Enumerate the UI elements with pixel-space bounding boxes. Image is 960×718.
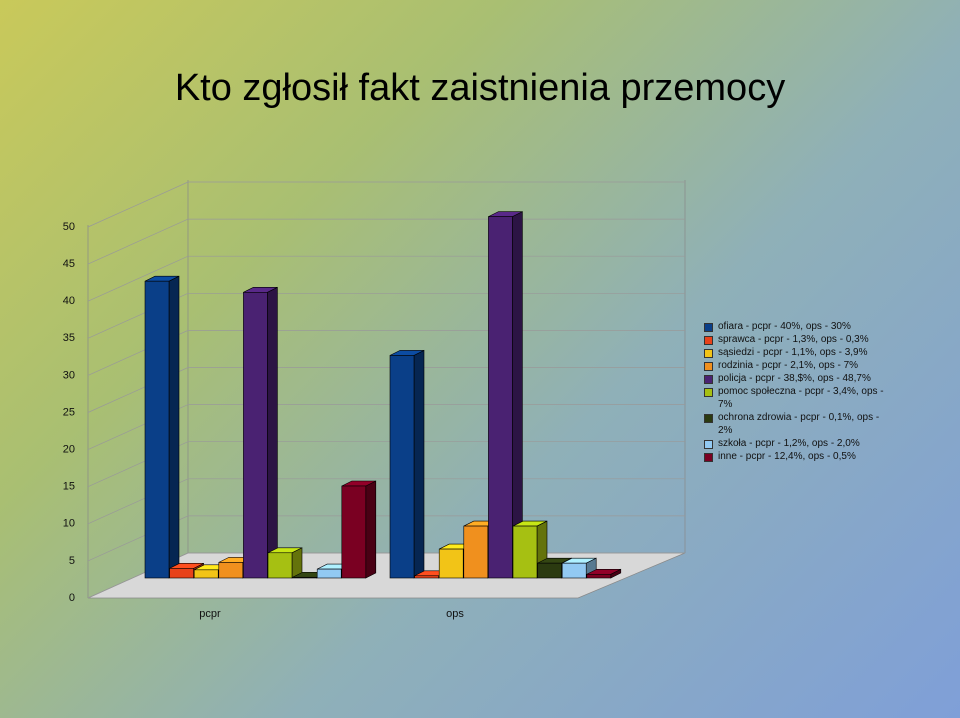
legend-item: ofiara - pcpr - 40%, ops - 30%: [704, 320, 894, 333]
legend-swatch: [704, 453, 713, 462]
y-tick-label: 25: [63, 406, 75, 418]
x-tick-label: ops: [446, 608, 464, 620]
legend: ofiara - pcpr - 40%, ops - 30% sprawca - …: [704, 320, 894, 463]
y-tick-label: 0: [69, 592, 75, 604]
y-tick-label: 50: [63, 221, 75, 233]
legend-item: szkoła - pcpr - 1,2%, ops - 2,0%: [704, 437, 894, 450]
bar: [316, 568, 342, 579]
y-tick-label: 30: [63, 369, 75, 381]
legend-label: sąsiedzi - pcpr - 1,1%, ops - 3,9%: [718, 347, 868, 358]
y-tick-label: 40: [63, 295, 75, 307]
bar: [561, 562, 587, 579]
y-tick-label: 35: [63, 332, 75, 344]
legend-swatch: [704, 375, 713, 384]
y-tick-label: 10: [63, 518, 75, 530]
legend-swatch: [704, 323, 713, 332]
legend-label: sprawca - pcpr - 1,3%, ops - 0,3%: [718, 334, 869, 345]
bar: [218, 562, 244, 579]
bar-side: [168, 275, 180, 579]
chart-title: Kto zgłosił fakt zaistnienia przemocy: [175, 67, 785, 109]
legend-label: ofiara - pcpr - 40%, ops - 30%: [718, 321, 851, 332]
legend-label: rodzinia - pcpr - 2,1%, ops - 7%: [718, 360, 859, 371]
legend-item: policja - pcpr - 38,$%, ops - 48,7%: [704, 372, 894, 385]
bar: [512, 525, 538, 579]
bar: [144, 280, 170, 579]
bar: [193, 569, 219, 579]
bar: [389, 355, 415, 579]
legend-item: inne - pcpr - 12,4%, ops - 0,5%: [704, 450, 894, 463]
y-tick-label: 20: [63, 444, 75, 456]
bar: [169, 568, 194, 579]
bar: [586, 573, 612, 579]
bar: [438, 548, 464, 579]
legend-swatch: [704, 362, 713, 371]
grid-line: [87, 181, 685, 228]
legend-swatch: [704, 388, 713, 397]
legend-label: szkoła - pcpr - 1,2%, ops - 2,0%: [718, 438, 860, 449]
bar: [267, 552, 293, 579]
legend-label: pomoc społeczna - pcpr - 3,4%, ops - 7%: [718, 386, 884, 410]
x-tick-label: pcpr: [199, 608, 221, 620]
y-tick-label: 45: [63, 258, 75, 270]
bar: [463, 525, 489, 579]
bar: [537, 562, 562, 579]
legend-swatch: [704, 336, 713, 345]
bar-side: [267, 286, 278, 579]
legend-swatch: [704, 349, 713, 358]
legend-label: policja - pcpr - 38,$%, ops - 48,7%: [718, 373, 871, 384]
bar-side: [365, 480, 377, 579]
bar: [292, 576, 317, 579]
legend-item: sąsiedzi - pcpr - 1,1%, ops - 3,9%: [704, 346, 894, 359]
bar: [488, 216, 513, 579]
legend-swatch: [704, 440, 713, 449]
legend-item: sprawca - pcpr - 1,3%, ops - 0,3%: [704, 333, 894, 346]
legend-item: ochrona zdrowia - pcpr - 0,1%, ops - 2%: [704, 411, 894, 437]
legend-label: inne - pcpr - 12,4%, ops - 0,5%: [718, 451, 856, 462]
legend-swatch: [704, 414, 713, 423]
y-tick-label: 5: [69, 555, 75, 567]
legend-item: rodzinia - pcpr - 2,1%, ops - 7%: [704, 359, 894, 372]
bar: [414, 575, 439, 579]
bar-side: [413, 349, 425, 579]
legend-label: ochrona zdrowia - pcpr - 0,1%, ops - 2%: [718, 412, 880, 436]
y-tick-label: 15: [63, 481, 75, 493]
grid-line: [87, 218, 685, 265]
bar: [341, 485, 367, 579]
bar: [243, 292, 268, 579]
legend-item: pomoc społeczna - pcpr - 3,4%, ops - 7%: [704, 385, 894, 411]
